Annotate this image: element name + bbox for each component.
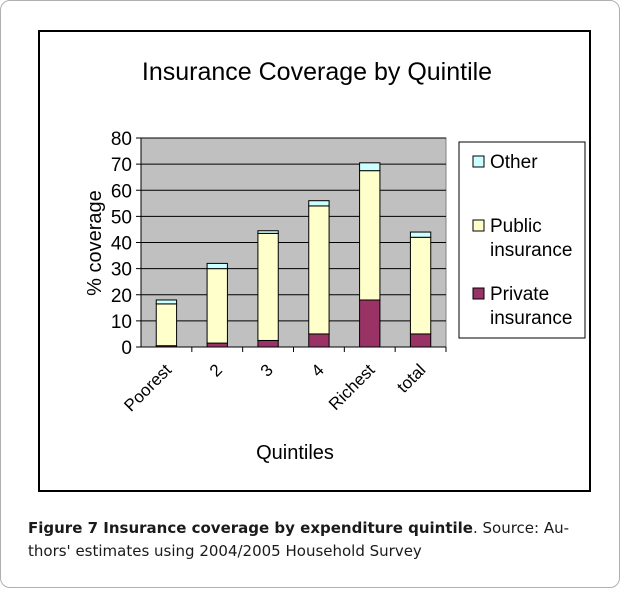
bar-segment <box>155 303 178 347</box>
y-axis-label: % coverage <box>84 190 106 296</box>
bar-segment <box>257 230 279 234</box>
bar-segment <box>257 232 279 341</box>
x-tick-label: Richest <box>325 360 379 414</box>
legend-label: Other <box>490 152 538 173</box>
bars <box>155 162 432 348</box>
bar-segment <box>308 200 330 207</box>
caption-text-1: . Source: Au- <box>472 519 570 537</box>
bar-segment <box>359 162 381 172</box>
bar-segment <box>308 205 330 335</box>
y-tick-label: 50 <box>111 207 132 228</box>
x-axis-label: Quintiles <box>256 442 334 464</box>
x-tick-label: 4 <box>308 360 328 380</box>
y-tick-label: 80 <box>111 129 132 150</box>
bar-segment <box>155 299 178 305</box>
x-tick-label: total <box>393 360 429 396</box>
bar-segment <box>257 339 279 348</box>
bar-segment <box>409 231 432 238</box>
y-tick-label: 10 <box>111 312 132 333</box>
bar-segment <box>206 262 228 270</box>
legend-swatch <box>472 155 485 168</box>
bar-segment <box>359 299 381 348</box>
y-tick-label: 40 <box>111 234 132 255</box>
bar-segment <box>206 342 228 348</box>
caption-label: Figure 7 Insurance coverage by expenditu… <box>28 519 473 537</box>
legend-box <box>458 141 586 339</box>
y-tick-label: 0 <box>121 338 132 359</box>
x-tick-label: 2 <box>206 360 226 380</box>
bar-segment <box>409 333 432 348</box>
chart-title: Insurance Coverage by Quintile <box>142 58 492 86</box>
y-ticks: 0 10 20 30 40 50 60 70 80 <box>111 129 141 359</box>
legend-label: Private insurance <box>490 284 572 329</box>
gridlines <box>141 137 446 322</box>
bar-segment <box>409 236 432 335</box>
y-tick-label: 60 <box>111 181 132 202</box>
legend-swatch <box>472 219 485 232</box>
legend-label: Public insurance <box>490 216 572 261</box>
x-tick-label: Poorest <box>120 360 175 415</box>
bar-segment <box>206 268 228 344</box>
y-tick-label: 30 <box>111 260 132 281</box>
figure-caption: Figure 7 Insurance coverage by expenditu… <box>28 517 598 563</box>
caption-line-1: Figure 7 Insurance coverage by expenditu… <box>28 517 598 540</box>
legend-swatch <box>472 287 485 300</box>
bar-segment <box>359 170 381 301</box>
x-tick-label: 3 <box>257 360 277 380</box>
y-tick-label: 70 <box>111 155 132 176</box>
legend: Other Public insurance Private insurance <box>458 141 586 339</box>
y-tick-label: 20 <box>111 286 132 307</box>
bar-segment <box>308 333 330 348</box>
caption-line-2: thors' estimates using 2004/2005 Househo… <box>28 542 422 560</box>
